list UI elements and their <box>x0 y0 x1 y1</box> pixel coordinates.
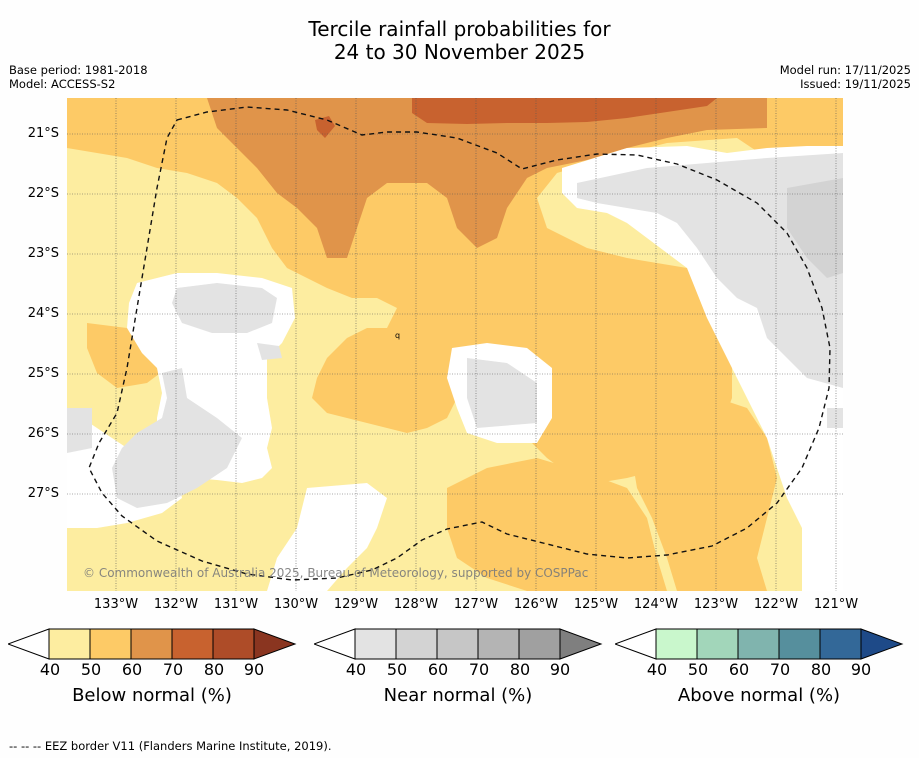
cbar-seg-1 <box>395 628 438 660</box>
cbar-tick: 50 <box>80 660 102 679</box>
region-below-60 <box>207 98 767 258</box>
region-near-west <box>172 283 277 333</box>
cbar-seg-1 <box>696 628 739 660</box>
chart-title: Tercile rainfall probabilities for 24 to… <box>0 18 919 64</box>
model-name: Model: ACCESS-S2 <box>9 77 116 91</box>
cbar-tick: 80 <box>203 660 225 679</box>
lat-label: 24°S <box>27 306 59 321</box>
cbar-tick: 60 <box>427 660 449 679</box>
cbar-tick: 90 <box>850 660 872 679</box>
cbar-tick: 60 <box>728 660 750 679</box>
cbar-tick: 40 <box>39 660 61 679</box>
cbar-tick: 60 <box>121 660 143 679</box>
title-line-1: Tercile rainfall probabilities for <box>308 17 611 41</box>
cbar-seg-4 <box>518 628 561 660</box>
cbar-under <box>8 628 50 660</box>
cbar-over <box>559 628 603 660</box>
cbar-tick: 80 <box>810 660 832 679</box>
region-near-center <box>467 358 537 428</box>
cbar-seg-2 <box>436 628 479 660</box>
cbar-tick: 50 <box>687 660 709 679</box>
lon-label: 130°W <box>273 597 319 612</box>
issued-date: Issued: 19/11/2025 <box>800 77 911 91</box>
cbar-seg-2 <box>130 628 173 660</box>
lon-label: 133°W <box>93 597 139 612</box>
lat-label: 25°S <box>27 366 59 381</box>
lon-label: 132°W <box>153 597 199 612</box>
lon-label: 124°W <box>633 597 679 612</box>
lat-label: 21°S <box>27 126 59 141</box>
lon-label: 126°W <box>513 597 559 612</box>
cbar-tick: 80 <box>509 660 531 679</box>
region-white-south <box>267 483 387 591</box>
region-below-50-southeast <box>627 398 777 591</box>
colorbar-above <box>615 628 904 660</box>
lat-grid <box>67 133 843 495</box>
lat-label: 27°S <box>27 486 59 501</box>
base-period: Base period: 1981-2018 <box>9 63 148 77</box>
title-line-2: 24 to 30 November 2025 <box>333 40 586 64</box>
cbar-under <box>615 628 657 660</box>
region-near-east <box>577 153 843 388</box>
colorbar-near <box>314 628 603 660</box>
lon-label: 121°W <box>813 597 859 612</box>
cbar-label-near: Near normal (%) <box>383 685 533 706</box>
region-white-se-strip <box>802 498 843 591</box>
cbar-over <box>253 628 297 660</box>
cbar-tick: 40 <box>345 660 367 679</box>
probability-map: q © Commonwealth of Australia 2025, Bure… <box>67 98 843 591</box>
cbar-seg-4 <box>212 628 255 660</box>
meta-left: Base period: 1981-2018 Model: ACCESS-S2 <box>9 63 148 91</box>
cbar-under <box>314 628 356 660</box>
eez-border <box>88 106 831 581</box>
cbar-over <box>860 628 904 660</box>
cbar-tick: 40 <box>646 660 668 679</box>
cbar-tick: 70 <box>468 660 490 679</box>
region-near-southwest <box>112 368 242 508</box>
cbar-seg-1 <box>89 628 132 660</box>
cbar-seg-3 <box>171 628 214 660</box>
region-below-50-south <box>447 458 667 591</box>
region-near-west2 <box>257 343 282 360</box>
lon-label: 125°W <box>573 597 619 612</box>
region-below-70 <box>412 98 717 124</box>
cbar-label-above: Above normal (%) <box>677 685 841 706</box>
lon-label: 127°W <box>453 597 499 612</box>
cbar-seg-3 <box>778 628 821 660</box>
lon-label: 123°W <box>693 597 739 612</box>
eez-footnote: -- -- -- EEZ border V11 (Flanders Marine… <box>9 739 332 753</box>
cbar-tick: 90 <box>549 660 571 679</box>
lon-label: 131°W <box>213 597 259 612</box>
colorbar-below <box>8 628 297 660</box>
lat-label: 23°S <box>27 246 59 261</box>
cbar-seg-0 <box>48 628 91 660</box>
lon-label: 122°W <box>753 597 799 612</box>
model-run: Model run: 17/11/2025 <box>779 63 911 77</box>
cbar-tick: 70 <box>769 660 791 679</box>
region-near-east-low <box>827 408 843 428</box>
cbar-tick: 50 <box>386 660 408 679</box>
cbar-seg-4 <box>819 628 862 660</box>
region-below-50 <box>67 98 843 483</box>
cbar-seg-0 <box>354 628 397 660</box>
lon-label: 128°W <box>393 597 439 612</box>
cbar-tick: 90 <box>243 660 265 679</box>
cbar-seg-0 <box>655 628 698 660</box>
lat-label: 22°S <box>27 186 59 201</box>
cbar-seg-2 <box>737 628 780 660</box>
region-near-west-edge <box>67 408 92 453</box>
cbar-label-below: Below normal (%) <box>72 685 232 706</box>
lon-label: 129°W <box>333 597 379 612</box>
cbar-seg-3 <box>477 628 520 660</box>
cbar-tick: 70 <box>162 660 184 679</box>
small-marker: q <box>395 331 400 340</box>
copyright: © Commonwealth of Australia 2025, Bureau… <box>83 566 588 580</box>
region-near-east-dark <box>787 178 843 278</box>
lat-label: 26°S <box>27 426 59 441</box>
meta-right: Model run: 17/11/2025 Issued: 19/11/2025 <box>780 63 911 91</box>
